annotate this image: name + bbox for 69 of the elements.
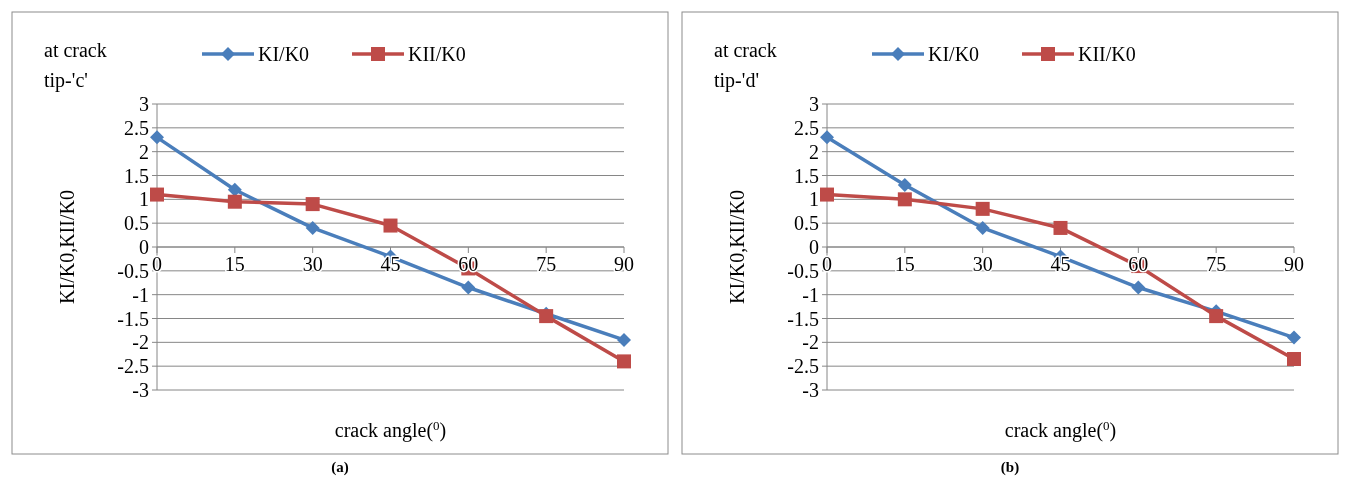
point xyxy=(305,220,320,235)
point xyxy=(617,354,631,369)
y-tick-label: -1 xyxy=(802,283,819,306)
y-tick-label: -1.5 xyxy=(787,307,819,330)
x-axis-title: crack angle($^{0}$) xyxy=(334,417,447,442)
text: (a) xyxy=(331,459,349,476)
legend-label: KI/K0 xyxy=(258,43,310,65)
x-tick-label: 30 xyxy=(972,253,993,275)
y-tick-label: -0.5 xyxy=(117,259,149,282)
legend-label: KII/K0 xyxy=(408,43,466,65)
y-tick-label: 3 xyxy=(809,93,819,115)
text: (b) xyxy=(1000,459,1020,476)
x-tick-label: 15 xyxy=(224,253,245,275)
x-tick-label: 15 xyxy=(894,253,915,275)
point xyxy=(305,197,320,212)
y-tick-label: 1 xyxy=(809,188,819,211)
y-tick-label: 0 xyxy=(139,236,149,258)
y-tick-label: 1.5 xyxy=(124,164,149,187)
point xyxy=(227,194,242,209)
chart-title: at crack tip-'d' xyxy=(714,39,777,92)
y-tick-label: -1.5 xyxy=(117,307,149,330)
point xyxy=(227,182,242,197)
x-tick-label: 75 xyxy=(1206,253,1227,275)
y-tick-label: 0.5 xyxy=(124,212,149,235)
point xyxy=(897,178,912,193)
y-axis-title: KI/K0,KII/K0 xyxy=(56,190,78,304)
point xyxy=(1131,280,1146,295)
point xyxy=(150,130,164,145)
y-tick-label: 2 xyxy=(139,140,149,163)
y-tick-label: -2.5 xyxy=(117,355,149,378)
x-axis-title: crack angle($^{0}$) xyxy=(1004,417,1117,442)
y-tick-label: 0 xyxy=(809,236,819,258)
y-tick-label: -3 xyxy=(802,379,819,401)
point xyxy=(1053,220,1068,235)
point xyxy=(975,201,990,216)
x-tick-label: 75 xyxy=(536,253,557,275)
point xyxy=(1209,309,1224,324)
legend-label: KII/K0 xyxy=(1078,43,1136,65)
y-tick-label: 1.5 xyxy=(794,164,819,187)
y-axis-title: KI/K0,KII/K0 xyxy=(726,190,748,304)
point xyxy=(820,187,834,202)
y-tick-label: -0.5 xyxy=(787,259,819,282)
y-tick-label: 3 xyxy=(139,93,149,115)
chart-title: at crack tip-'c' xyxy=(44,39,107,92)
y-tick-label: -2 xyxy=(802,331,819,354)
y-tick-label: 2.5 xyxy=(794,116,819,139)
y-tick-label: 1 xyxy=(139,188,149,211)
x-tick-label: 45 xyxy=(1050,253,1071,275)
point xyxy=(617,332,631,347)
y-tick-label: -3 xyxy=(132,379,149,401)
y-tick-label: -2 xyxy=(132,331,149,354)
point xyxy=(1287,352,1301,367)
x-tick-label: 90 xyxy=(1284,253,1304,275)
legend-label: KI/K0 xyxy=(928,43,980,65)
y-tick-label: 2 xyxy=(809,140,819,163)
x-tick-label: 30 xyxy=(302,253,323,275)
x-tick-label: 90 xyxy=(614,253,634,275)
x-tick-label: 45 xyxy=(380,253,401,275)
y-tick-label: -2.5 xyxy=(787,355,819,378)
point xyxy=(897,192,912,207)
point xyxy=(150,187,164,202)
y-tick-label: 2.5 xyxy=(124,116,149,139)
point xyxy=(461,280,476,295)
y-tick-label: 0.5 xyxy=(794,212,819,235)
point xyxy=(1287,330,1301,345)
point xyxy=(383,218,398,233)
point xyxy=(820,130,834,145)
y-tick-label: -1 xyxy=(132,283,149,306)
point xyxy=(975,220,990,235)
